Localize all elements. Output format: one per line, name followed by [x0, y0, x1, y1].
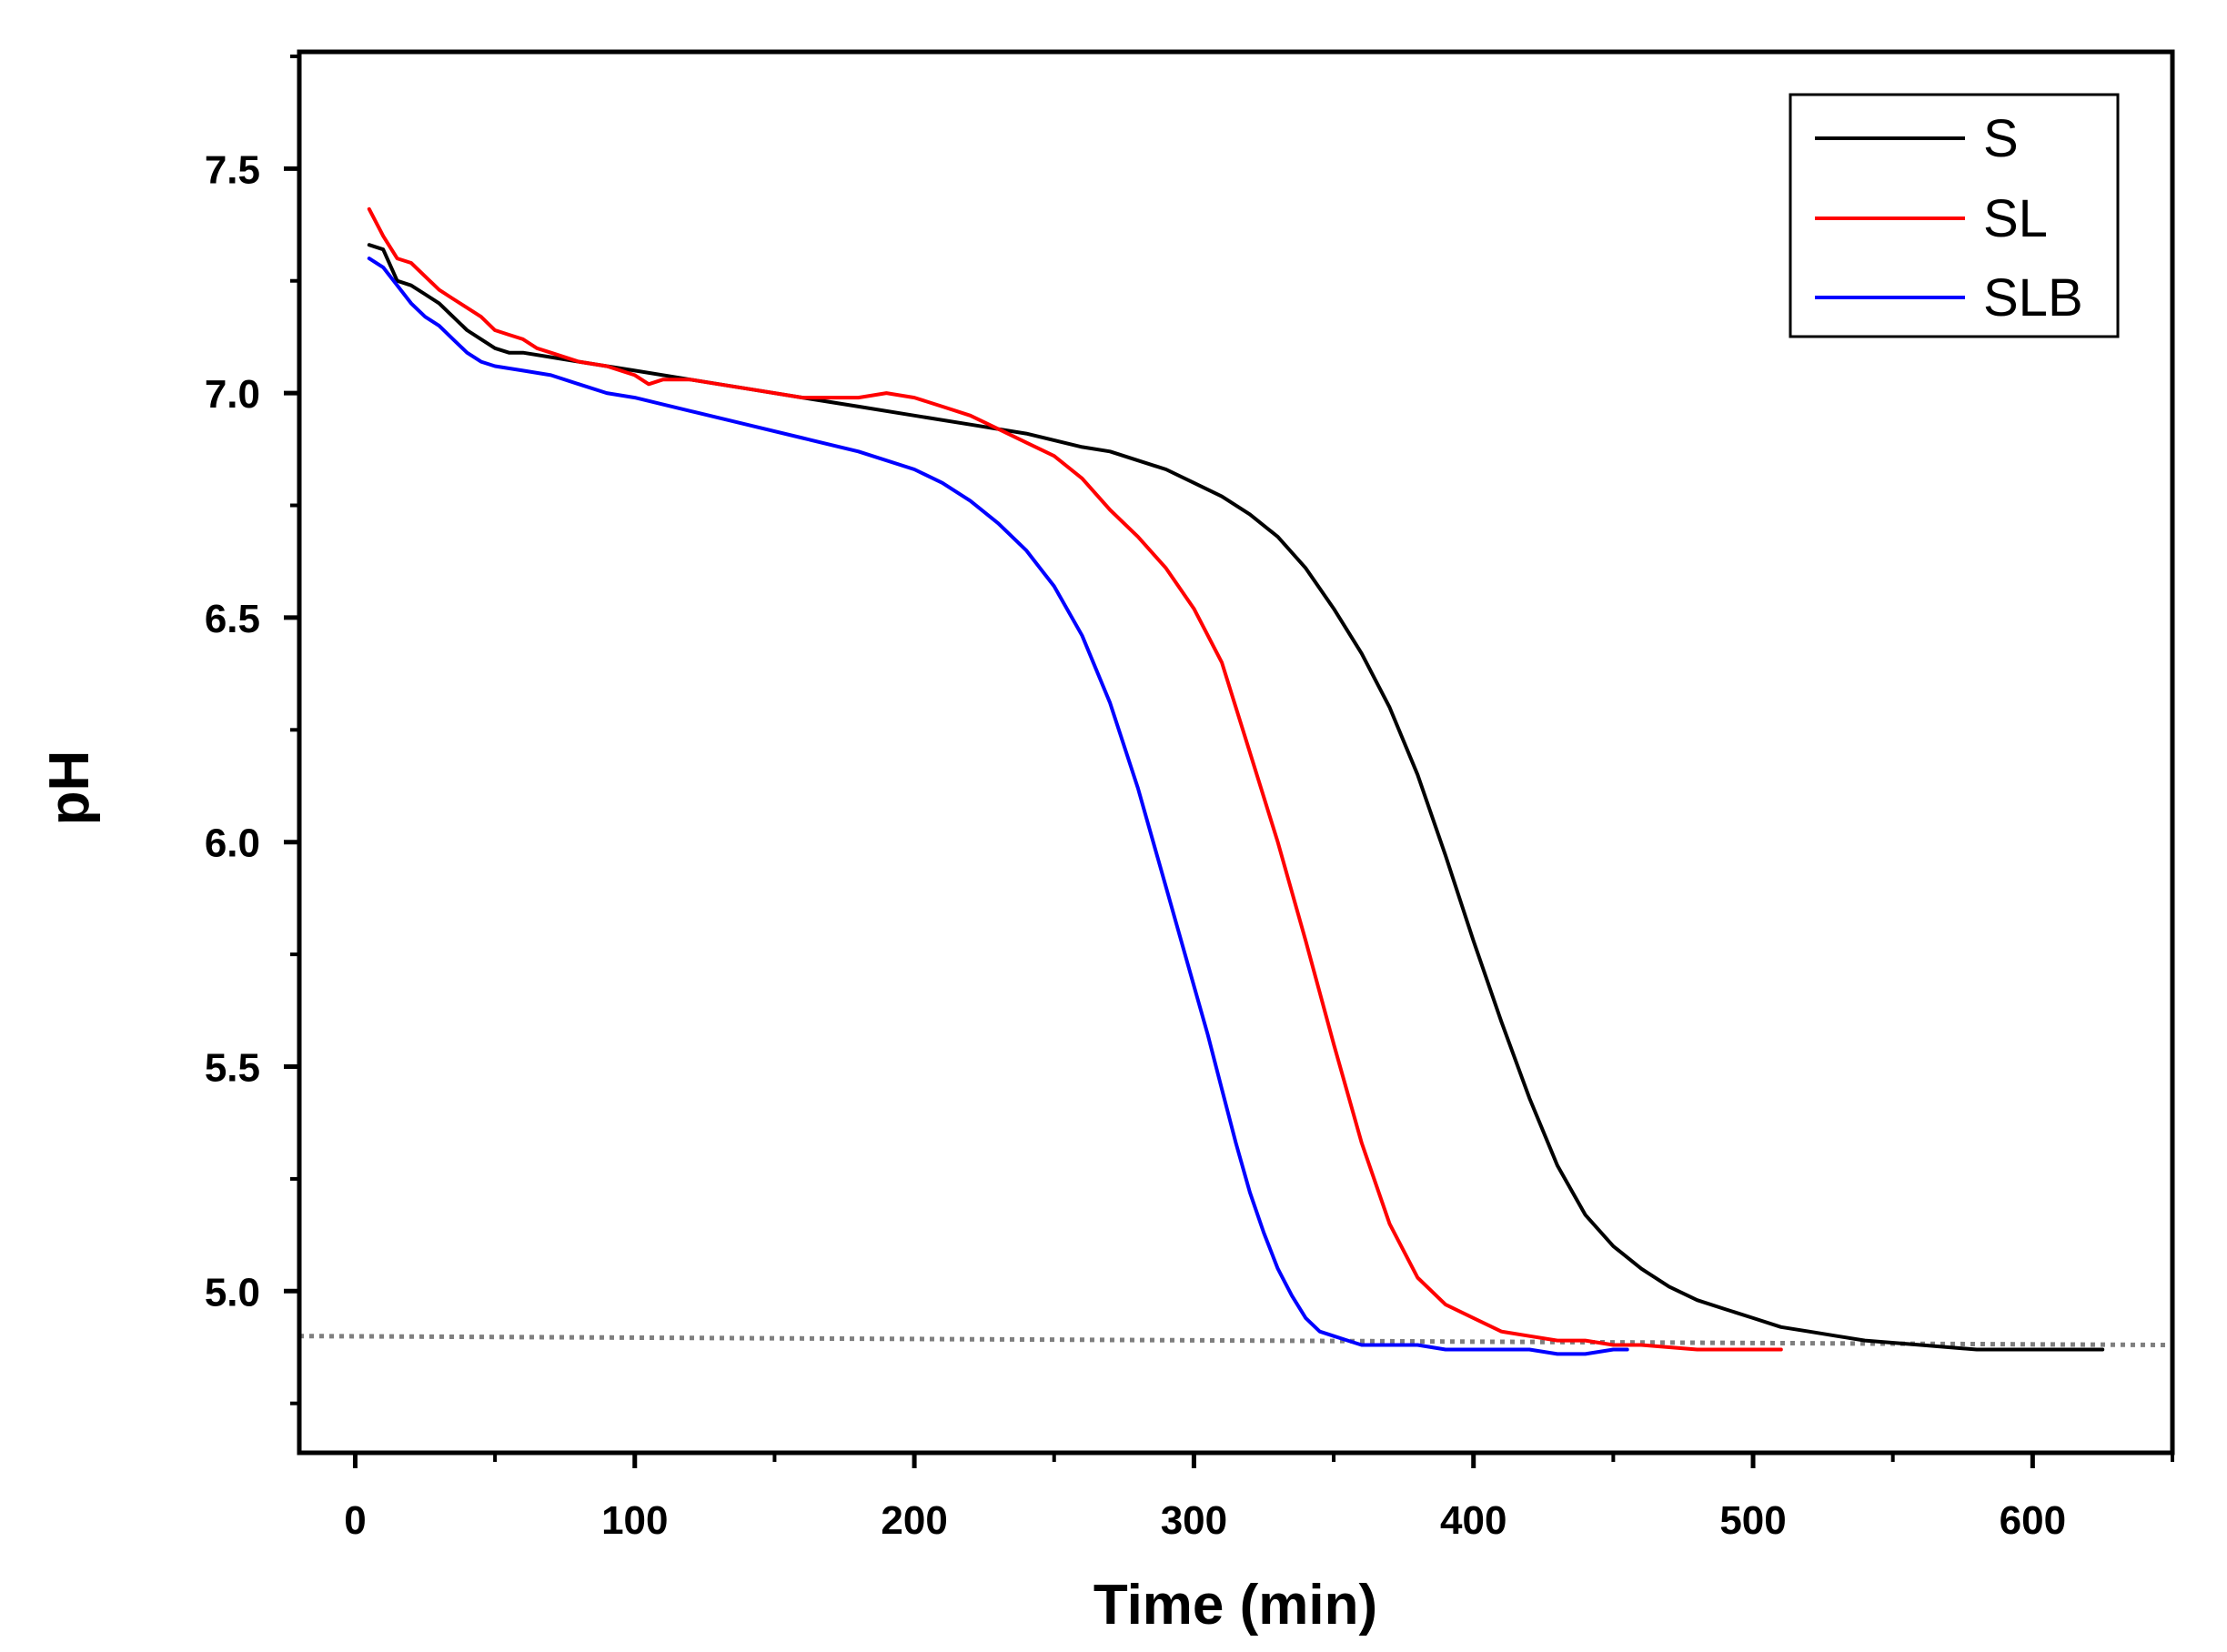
y-axis-title: pH — [38, 750, 101, 826]
x-tick-label: 0 — [344, 1498, 366, 1543]
y-tick-label: 5.5 — [205, 1046, 260, 1091]
x-tick-label: 200 — [881, 1498, 947, 1543]
legend-label-slb: SLB — [1983, 268, 2083, 327]
legend-label-s: S — [1983, 109, 2019, 168]
x-tick-label: 300 — [1161, 1498, 1227, 1543]
series-layer — [298, 206, 2173, 1356]
tick-layer: 0 100 200 300 400 500 600 5.0 5.5 6.0 6.5 7.0 7.5 — [205, 54, 2174, 1543]
series-line-slb — [367, 257, 1629, 1356]
y-tick-label: 6.0 — [205, 821, 260, 866]
series-line-s — [367, 243, 2105, 1352]
legend: S SL SLB — [1789, 93, 2120, 338]
legend-label-sl: SL — [1983, 189, 2048, 248]
y-tick-label: 7.5 — [205, 147, 260, 192]
y-tick-label: 6.5 — [205, 597, 260, 641]
series-line-sl — [367, 206, 1783, 1352]
plot-frame — [297, 49, 2175, 1456]
x-tick-label: 500 — [1719, 1498, 1786, 1543]
y-tick-label: 5.0 — [205, 1270, 260, 1315]
x-tick-label: 600 — [2000, 1498, 2066, 1543]
reference-line — [298, 1334, 2173, 1348]
x-tick-label: 400 — [1440, 1498, 1506, 1543]
x-axis-title: Time (min) — [1093, 1574, 1377, 1637]
y-tick-label: 7.0 — [205, 372, 260, 417]
x-tick-label: 100 — [601, 1498, 668, 1543]
